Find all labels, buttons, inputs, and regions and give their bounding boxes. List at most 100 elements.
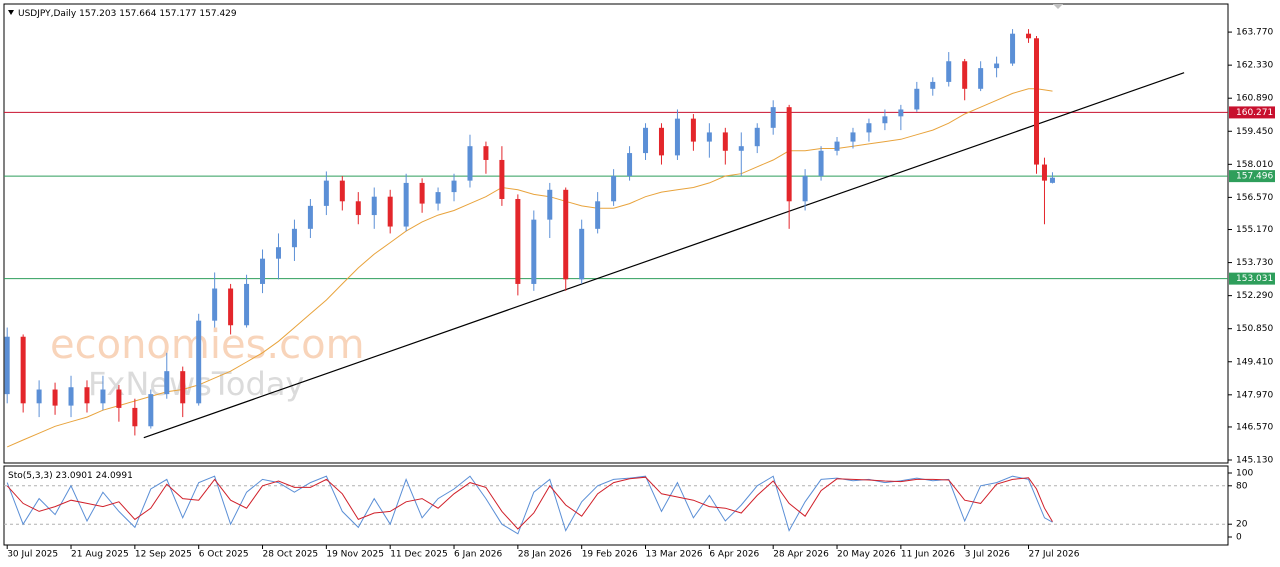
candle-body	[451, 180, 457, 193]
candle-body	[531, 219, 537, 284]
x-tick-label: 19 Nov 2025	[326, 550, 384, 560]
candle-body	[68, 387, 74, 406]
candle-body	[1026, 33, 1032, 39]
y-tick-label: 152.290	[1236, 291, 1273, 301]
candle-body	[260, 258, 266, 284]
watermark: economies.com	[50, 322, 365, 368]
candle-body	[914, 88, 920, 110]
candle-body	[100, 389, 106, 404]
candle-body	[84, 387, 90, 404]
candle-body	[738, 146, 744, 151]
y-tick-label: 150.850	[1236, 324, 1273, 334]
x-tick-label: 6 Oct 2025	[199, 550, 249, 560]
x-tick-label: 11 Jun 2026	[901, 550, 955, 560]
candle-body	[164, 371, 170, 395]
level-label: 157.496	[1236, 172, 1273, 182]
symbol: USDJPY,Daily	[18, 9, 77, 19]
moving-average	[7, 88, 1053, 448]
level-label-box	[1229, 170, 1275, 183]
candle-body	[818, 150, 824, 177]
candle-body	[770, 107, 776, 128]
candle-body	[132, 407, 138, 427]
y-tick-label: 158.010	[1236, 160, 1273, 170]
y-tick-label: 163.770	[1236, 28, 1273, 38]
candle-body	[1041, 164, 1047, 181]
candle-body	[36, 389, 42, 404]
candle-body	[882, 116, 888, 124]
candle-body	[1034, 38, 1040, 165]
candle-body	[547, 189, 553, 220]
candle-body	[674, 118, 680, 156]
candle-body	[866, 123, 872, 133]
trendline	[143, 72, 1185, 439]
oscillator-line	[6, 476, 1053, 530]
watermark: FxNewsToday	[88, 365, 304, 403]
x-tick-label: 27 Jul 2026	[1029, 550, 1080, 560]
candle-body	[722, 132, 728, 151]
oscillator-tick-label: 0	[1236, 533, 1242, 543]
level-label: 153.031	[1236, 274, 1273, 284]
y-tick-label: 160.890	[1236, 94, 1273, 104]
level-label-box	[1229, 106, 1275, 119]
x-tick-label: 28 Jan 2026	[518, 550, 572, 560]
candle-body	[387, 196, 393, 227]
candle-body	[275, 247, 281, 259]
low-value: 157.177	[159, 9, 196, 19]
candle-body	[1010, 33, 1016, 64]
x-tick-label: 6 Jan 2026	[454, 550, 502, 560]
candle-body	[419, 182, 425, 204]
x-tick-label: 20 May 2026	[837, 550, 896, 560]
candle-body	[946, 61, 952, 82]
candle-body	[611, 176, 617, 202]
candle-body	[690, 118, 696, 142]
candle-body	[834, 141, 840, 151]
x-tick-label: 28 Oct 2025	[263, 550, 319, 560]
candle-body	[658, 127, 664, 156]
x-tick-label: 6 Apr 2026	[709, 550, 759, 560]
price-panel	[3, 3, 1229, 464]
oscillator-panel	[3, 465, 1229, 546]
x-tick-label: 11 Dec 2025	[390, 550, 448, 560]
candle-body	[228, 288, 234, 326]
open-value: 157.203	[79, 9, 116, 19]
candle-body	[850, 132, 856, 142]
close-value: 157.429	[199, 9, 236, 19]
x-tick-label: 30 Jul 2025	[7, 550, 58, 560]
candle-body	[962, 61, 968, 89]
candle-body	[978, 68, 984, 89]
candle-body	[196, 320, 202, 404]
candle-body	[467, 146, 473, 181]
candle-body	[706, 132, 712, 142]
x-tick-label: 28 Apr 2026	[773, 550, 829, 560]
candle-body	[52, 389, 58, 406]
level-label: 160.271	[1236, 108, 1273, 118]
candle-body	[499, 159, 505, 199]
level-label-box	[1229, 272, 1275, 285]
candle-body	[180, 371, 186, 404]
oscillator-label: Sto(5,3,3)	[8, 471, 53, 481]
high-value: 157.664	[119, 9, 156, 19]
shift-marker	[1053, 4, 1063, 9]
candle-body	[371, 196, 377, 216]
y-tick-label: 156.570	[1236, 193, 1273, 203]
menu-triangle[interactable]	[8, 10, 14, 15]
x-tick-label: 19 Feb 2026	[582, 550, 638, 560]
oscillator-main: 23.0901	[56, 471, 93, 481]
candle-body	[323, 180, 329, 206]
x-tick-label: 13 Mar 2026	[646, 550, 703, 560]
x-tick-label: 21 Aug 2025	[71, 550, 129, 560]
y-tick-label: 149.410	[1236, 357, 1273, 367]
candle-body	[339, 180, 345, 202]
candle-body	[579, 228, 585, 280]
chart-header: USDJPY,Daily 157.203 157.664 157.177 157…	[18, 9, 237, 19]
candle-body	[483, 146, 489, 160]
x-tick-label: 12 Sep 2025	[135, 550, 192, 560]
candle-body	[1049, 177, 1055, 183]
candle-body	[4, 336, 10, 395]
candle-body	[403, 182, 409, 227]
candle-body	[898, 109, 904, 117]
candle-body	[355, 201, 361, 216]
oscillator-signal: 24.0991	[96, 471, 133, 481]
candle-body	[212, 288, 218, 321]
